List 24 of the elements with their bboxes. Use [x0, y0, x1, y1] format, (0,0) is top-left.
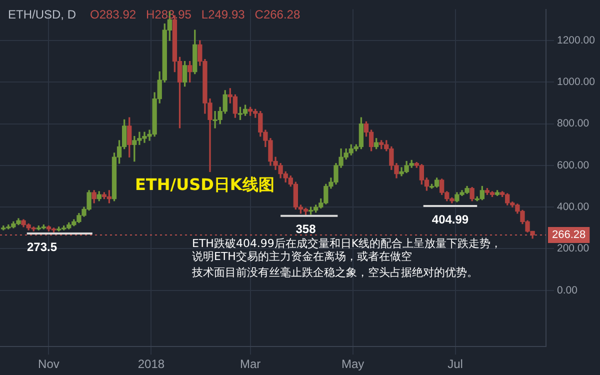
annotation: O283.92: [90, 7, 136, 22]
annotation: ETH跌破404.99后在成交量和日K线的配合上呈放量下跌走势，: [192, 236, 502, 250]
annotation: 技术面目前没有丝毫止跌企稳之象，空头占据绝对的优势。: [191, 266, 478, 279]
annotation: C266.28: [254, 7, 300, 22]
x-tick-label: 2018: [138, 357, 165, 372]
y-tick-label: 800.00: [557, 118, 590, 130]
y-tick-label: 1200.00: [557, 34, 596, 46]
x-tick-label: Mar: [240, 357, 261, 372]
annotation: L249.93: [201, 7, 246, 22]
y-tick-label: 600.00: [557, 159, 590, 172]
text: ETH/USD日K线图: [135, 175, 274, 194]
annotation: 404.99: [432, 212, 469, 226]
annotation: 273.5: [26, 240, 58, 254]
annotation: 说明ETH交易的主力资金在离场，或者在做空: [192, 250, 412, 263]
chart-subtitle: ETH/USD, D: [8, 7, 76, 22]
x-tick-label: Jul: [448, 357, 463, 372]
x-tick-label: Nov: [38, 357, 60, 372]
ref-line-label: 266.28: [552, 228, 586, 241]
y-tick-label: 400.00: [557, 200, 590, 213]
y-tick-label: 1000.00: [557, 76, 596, 88]
x-tick-label: May: [341, 357, 364, 372]
y-tick-label: 0.00: [557, 284, 578, 296]
annotation: 358: [296, 222, 316, 236]
y-tick-label: 200.00: [557, 242, 590, 255]
